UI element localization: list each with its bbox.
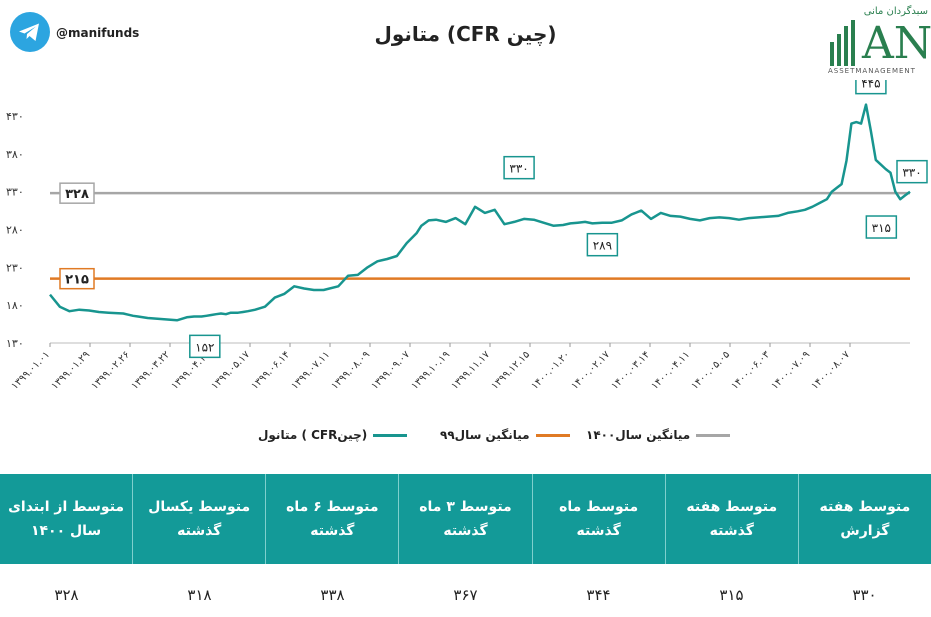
table-header-cell: متوسط ۶ ماه گذشته (266, 474, 400, 564)
x-tick-label: ۱۴۰۰.۰۶.۰۳ (729, 349, 772, 392)
x-tick-label: ۱۴۰۰.۰۳.۱۴ (609, 349, 652, 392)
reference-label: ۲۱۵ (65, 273, 89, 288)
x-tick-label: ۱۳۹۹.۰۱.۰۱ (9, 349, 52, 392)
series-line (49, 103, 911, 322)
x-tick-label: ۱۴۰۰.۰۱.۲۰ (529, 349, 572, 392)
table-value-cell: ۳۴۴ (586, 586, 611, 604)
table-value-cell: ۳۲۸ (54, 586, 79, 604)
table-value-cell: ۳۱۸ (187, 586, 212, 604)
x-tick-label: ۱۳۹۹.۰۹.۰۷ (369, 349, 412, 392)
table-header-cell: متوسط یکسال گذشته (133, 474, 267, 564)
legend-item-avg99: میانگین سال۹۹ (440, 428, 570, 442)
legend-item-series: متانول ( CFRچین) (258, 428, 408, 442)
y-tick-label: ۴۳۰ (6, 110, 24, 123)
table-header-cell: متوسط هفته گزارش (819, 499, 911, 539)
table-header-cell: متوسط ۳ ماه گذشته (399, 474, 533, 564)
brand-logo: سبدگردان مانی ANI ASSETMANAGEMENT (828, 6, 931, 76)
line-chart: ۱۳۰ ۱۸۰ ۲۳۰ ۲۸۰ ۳۳۰ ۳۸۰ ۴۳۰ ۱۳۹۹.۰۱.۰۱۱۳۹۹.۰۱.… (6, 80, 928, 392)
annotation-box (503, 155, 535, 180)
legend-swatch-avg99 (535, 433, 570, 437)
x-tick-label: ۱۳۹۹.۱۲.۱۵ (489, 349, 532, 392)
x-tick-label: ۱۳۹۹.۰۷.۱۱ (289, 349, 332, 392)
legend-item-avg1400: میانگین سال۱۴۰۰ (586, 428, 731, 442)
x-tick-label: ۱۴۰۰.۰۸.۰۷ (809, 349, 852, 392)
y-tick-label: ۳۸۰ (6, 148, 24, 161)
building-bars-icon (830, 20, 855, 66)
x-tick-label: ۱۳۹۹.۱۰.۱۹ (409, 349, 452, 392)
table-header-cell: متوسط هفته گذشته (666, 474, 799, 564)
table-value-cell: ۳۱۵ (719, 586, 744, 604)
annotation-label: ۲۸۹ (593, 239, 612, 253)
y-tick-label: ۳۳۰ (6, 186, 24, 199)
x-tick-label: ۱۴۰۰.۰۴.۱۱ (649, 349, 692, 392)
annotation-box (586, 232, 619, 257)
brand-logo-text: ANI (862, 18, 931, 69)
annotation-label: ۳۳۰ (509, 162, 528, 176)
legend-swatch-avg1400 (696, 433, 731, 437)
table-header-cell: متوسط ماه گذشته (533, 474, 666, 564)
telegram-icon[interactable] (10, 12, 50, 52)
annotation-box (865, 215, 898, 239)
legend-label-avg99: میانگین سال۹۹ (440, 428, 530, 442)
table-header-cell: متوسط از ابتدای سال ۱۴۰۰ (0, 474, 134, 564)
legend-label-series: متانول ( CFRچین) (258, 428, 368, 442)
x-tick-label: ۱۴۰۰.۰۵.۰۵ (689, 349, 732, 392)
x-tick-label: ۱۴۰۰.۰۲.۱۷ (569, 349, 612, 392)
annotation-label: ۴۴۵ (861, 80, 880, 91)
summary-table-header: متوسط از ابتدای سال ۱۴۰۰ متوسط یکسال گذش… (0, 474, 931, 564)
annotation-box (855, 80, 887, 95)
x-tick-label: ۱۳۹۹.۰۳.۲۲ (129, 349, 172, 392)
x-tick-label: ۱۴۰۰.۰۷.۰۹ (769, 349, 812, 392)
annotation-label: ۱۵۲ (195, 340, 214, 354)
annotation-label: ۳۳۰ (902, 166, 921, 180)
y-tick-label: ۱۸۰ (6, 299, 24, 312)
telegram-handle[interactable]: @manifunds (56, 26, 140, 40)
reference-label-box (59, 182, 95, 204)
x-tick-label: ۱۳۹۹.۰۲.۲۶ (89, 349, 132, 392)
brand-sub-text: ASSETMANAGEMENT (828, 67, 916, 75)
brand-top-text: سبدگردان مانی (863, 6, 928, 17)
chart-legend: متانول ( CFRچین) میانگین سال۹۹ میانگین س… (0, 428, 931, 448)
x-tick-label: ۱۳۹۹.۰۸.۰۹ (329, 349, 372, 392)
reference-label: ۳۲۸ (65, 187, 89, 202)
summary-table-row: ۳۲۸ ۳۱۸ ۳۳۸ ۳۶۷ ۳۴۴ ۳۱۵ ۳۳۰ (0, 575, 931, 615)
y-tick-label: ۱۳۰ (6, 337, 24, 350)
x-tick-label: ۱۳۹۹.۱۱.۱۷ (449, 349, 492, 392)
legend-swatch-series (373, 433, 408, 437)
y-tick-label: ۲۳۰ (6, 261, 24, 274)
annotation-box (189, 334, 221, 359)
x-tick-label: ۱۳۹۹.۰۶.۱۴ (249, 349, 292, 392)
x-tick-label: ۱۳۹۹.۰۱.۲۹ (49, 349, 92, 392)
annotation-box (896, 159, 928, 184)
table-value-cell: ۳۳۸ (320, 586, 345, 604)
legend-label-avg1400: میانگین سال۱۴۰۰ (586, 428, 691, 442)
reference-label-box (59, 267, 95, 290)
table-value-cell: ۳۳۰ (852, 586, 877, 604)
table-value-cell: ۳۶۷ (453, 586, 478, 604)
annotation-label: ۳۱۵ (872, 221, 891, 235)
chart-title: متانول (CFR چین) (374, 22, 557, 46)
y-tick-label: ۲۸۰ (6, 224, 24, 237)
